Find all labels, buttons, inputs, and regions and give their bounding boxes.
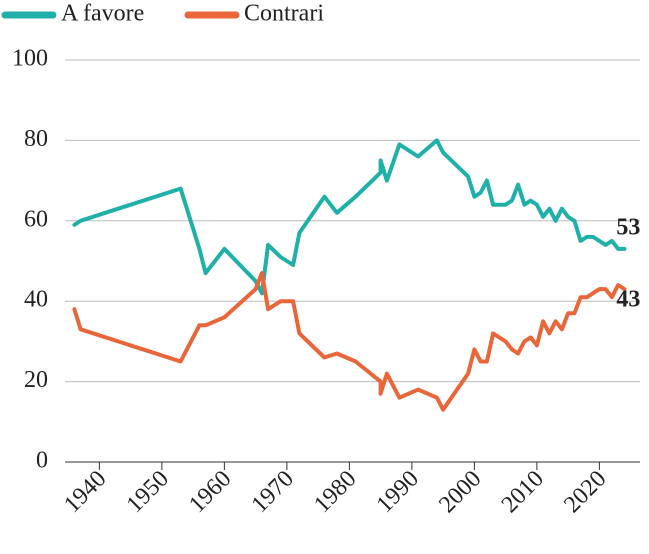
x-tick-label: 2020 — [559, 466, 611, 518]
x-tick-label: 1980 — [309, 466, 361, 518]
x-tick-label: 1970 — [247, 466, 299, 518]
end-label: 53 — [616, 214, 640, 240]
line — [72, 271, 627, 412]
y-tick-label: 0 — [36, 448, 48, 474]
x-tick-label: 1960 — [184, 466, 236, 518]
y-tick-label: 100 — [12, 46, 48, 72]
y-tick-label: 80 — [24, 126, 48, 152]
y-tick-label: 60 — [24, 206, 48, 232]
y-tick-label: 40 — [24, 287, 48, 313]
legend-label: A favore — [61, 1, 144, 27]
x-tick-label: 1940 — [59, 466, 111, 518]
x-tick-label: 2000 — [434, 466, 486, 518]
line — [72, 138, 627, 296]
y-tick-label: 20 — [24, 367, 48, 393]
x-tick-label: 1990 — [372, 466, 424, 518]
legend-label: Contrari — [244, 1, 324, 27]
x-tick-label: 2010 — [497, 466, 549, 518]
end-label: 43 — [616, 287, 640, 313]
x-tick-label: 1950 — [122, 466, 174, 518]
